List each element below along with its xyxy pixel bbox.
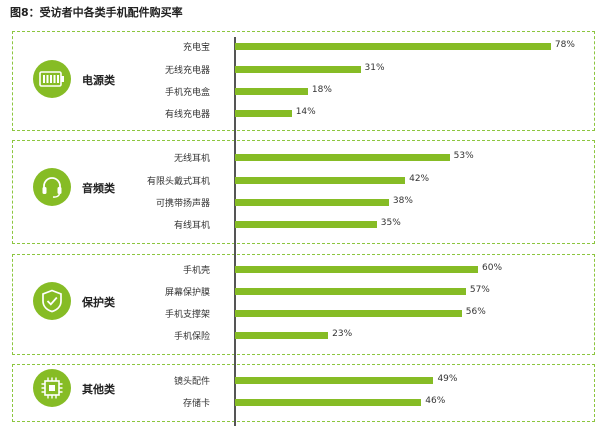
category-label: 屏幕保护膜 <box>164 288 210 298</box>
group-label-power: 电源类 <box>82 74 115 87</box>
value-label: 53% <box>453 151 474 161</box>
bar <box>235 154 450 161</box>
category-label: 充电宝 <box>182 43 210 53</box>
value-label: 38% <box>392 196 413 206</box>
category-label: 有线充电器 <box>164 110 210 120</box>
category-label: 镜头配件 <box>173 377 210 387</box>
category-label: 无线耳机 <box>173 154 210 164</box>
bar <box>235 221 377 228</box>
category-label: 手机支撑架 <box>164 310 210 320</box>
value-label: 78% <box>554 40 575 50</box>
category-label: 有线耳机 <box>173 221 210 231</box>
category-label: 手机充电盒 <box>164 88 210 98</box>
category-label: 无线充电器 <box>164 66 210 76</box>
value-label: 42% <box>409 174 430 184</box>
category-label: 手机壳 <box>182 266 210 276</box>
battery-icon <box>33 60 71 98</box>
category-label: 有限头戴式耳机 <box>146 177 210 187</box>
value-label: 49% <box>437 374 458 384</box>
group-label-other: 其他类 <box>82 383 115 396</box>
value-label: 18% <box>311 85 332 95</box>
chart-title: 图8：受访者中各类手机配件购买率 <box>10 6 183 19</box>
value-label: 14% <box>295 107 316 117</box>
category-axis-line <box>234 37 236 426</box>
value-label: 60% <box>482 263 503 273</box>
value-label: 35% <box>380 218 401 228</box>
chip-icon <box>33 369 71 407</box>
bar <box>235 310 462 317</box>
value-label: 46% <box>425 396 446 406</box>
bar <box>235 332 329 339</box>
category-label: 手机保险 <box>173 332 210 342</box>
bar <box>235 199 389 206</box>
category-label: 可携带扬声器 <box>155 199 210 209</box>
group-label-audio: 音频类 <box>82 182 115 195</box>
group-box-audio <box>12 140 595 244</box>
bar <box>235 399 422 406</box>
headset-icon <box>33 168 71 206</box>
group-box-other <box>12 364 595 422</box>
bar <box>235 110 292 117</box>
bar <box>235 377 434 384</box>
bar <box>235 288 466 295</box>
bar <box>235 66 361 73</box>
bar <box>235 43 551 50</box>
group-box-protection <box>12 254 595 355</box>
bar <box>235 177 406 184</box>
category-label: 存储卡 <box>182 399 210 409</box>
shield-icon <box>33 282 71 320</box>
bar <box>235 266 478 273</box>
group-label-protection: 保护类 <box>82 296 115 309</box>
value-label: 23% <box>332 329 353 339</box>
group-box-power <box>12 31 595 131</box>
value-label: 56% <box>465 307 486 317</box>
bar <box>235 88 308 95</box>
value-label: 31% <box>364 63 385 73</box>
value-label: 57% <box>469 285 490 295</box>
